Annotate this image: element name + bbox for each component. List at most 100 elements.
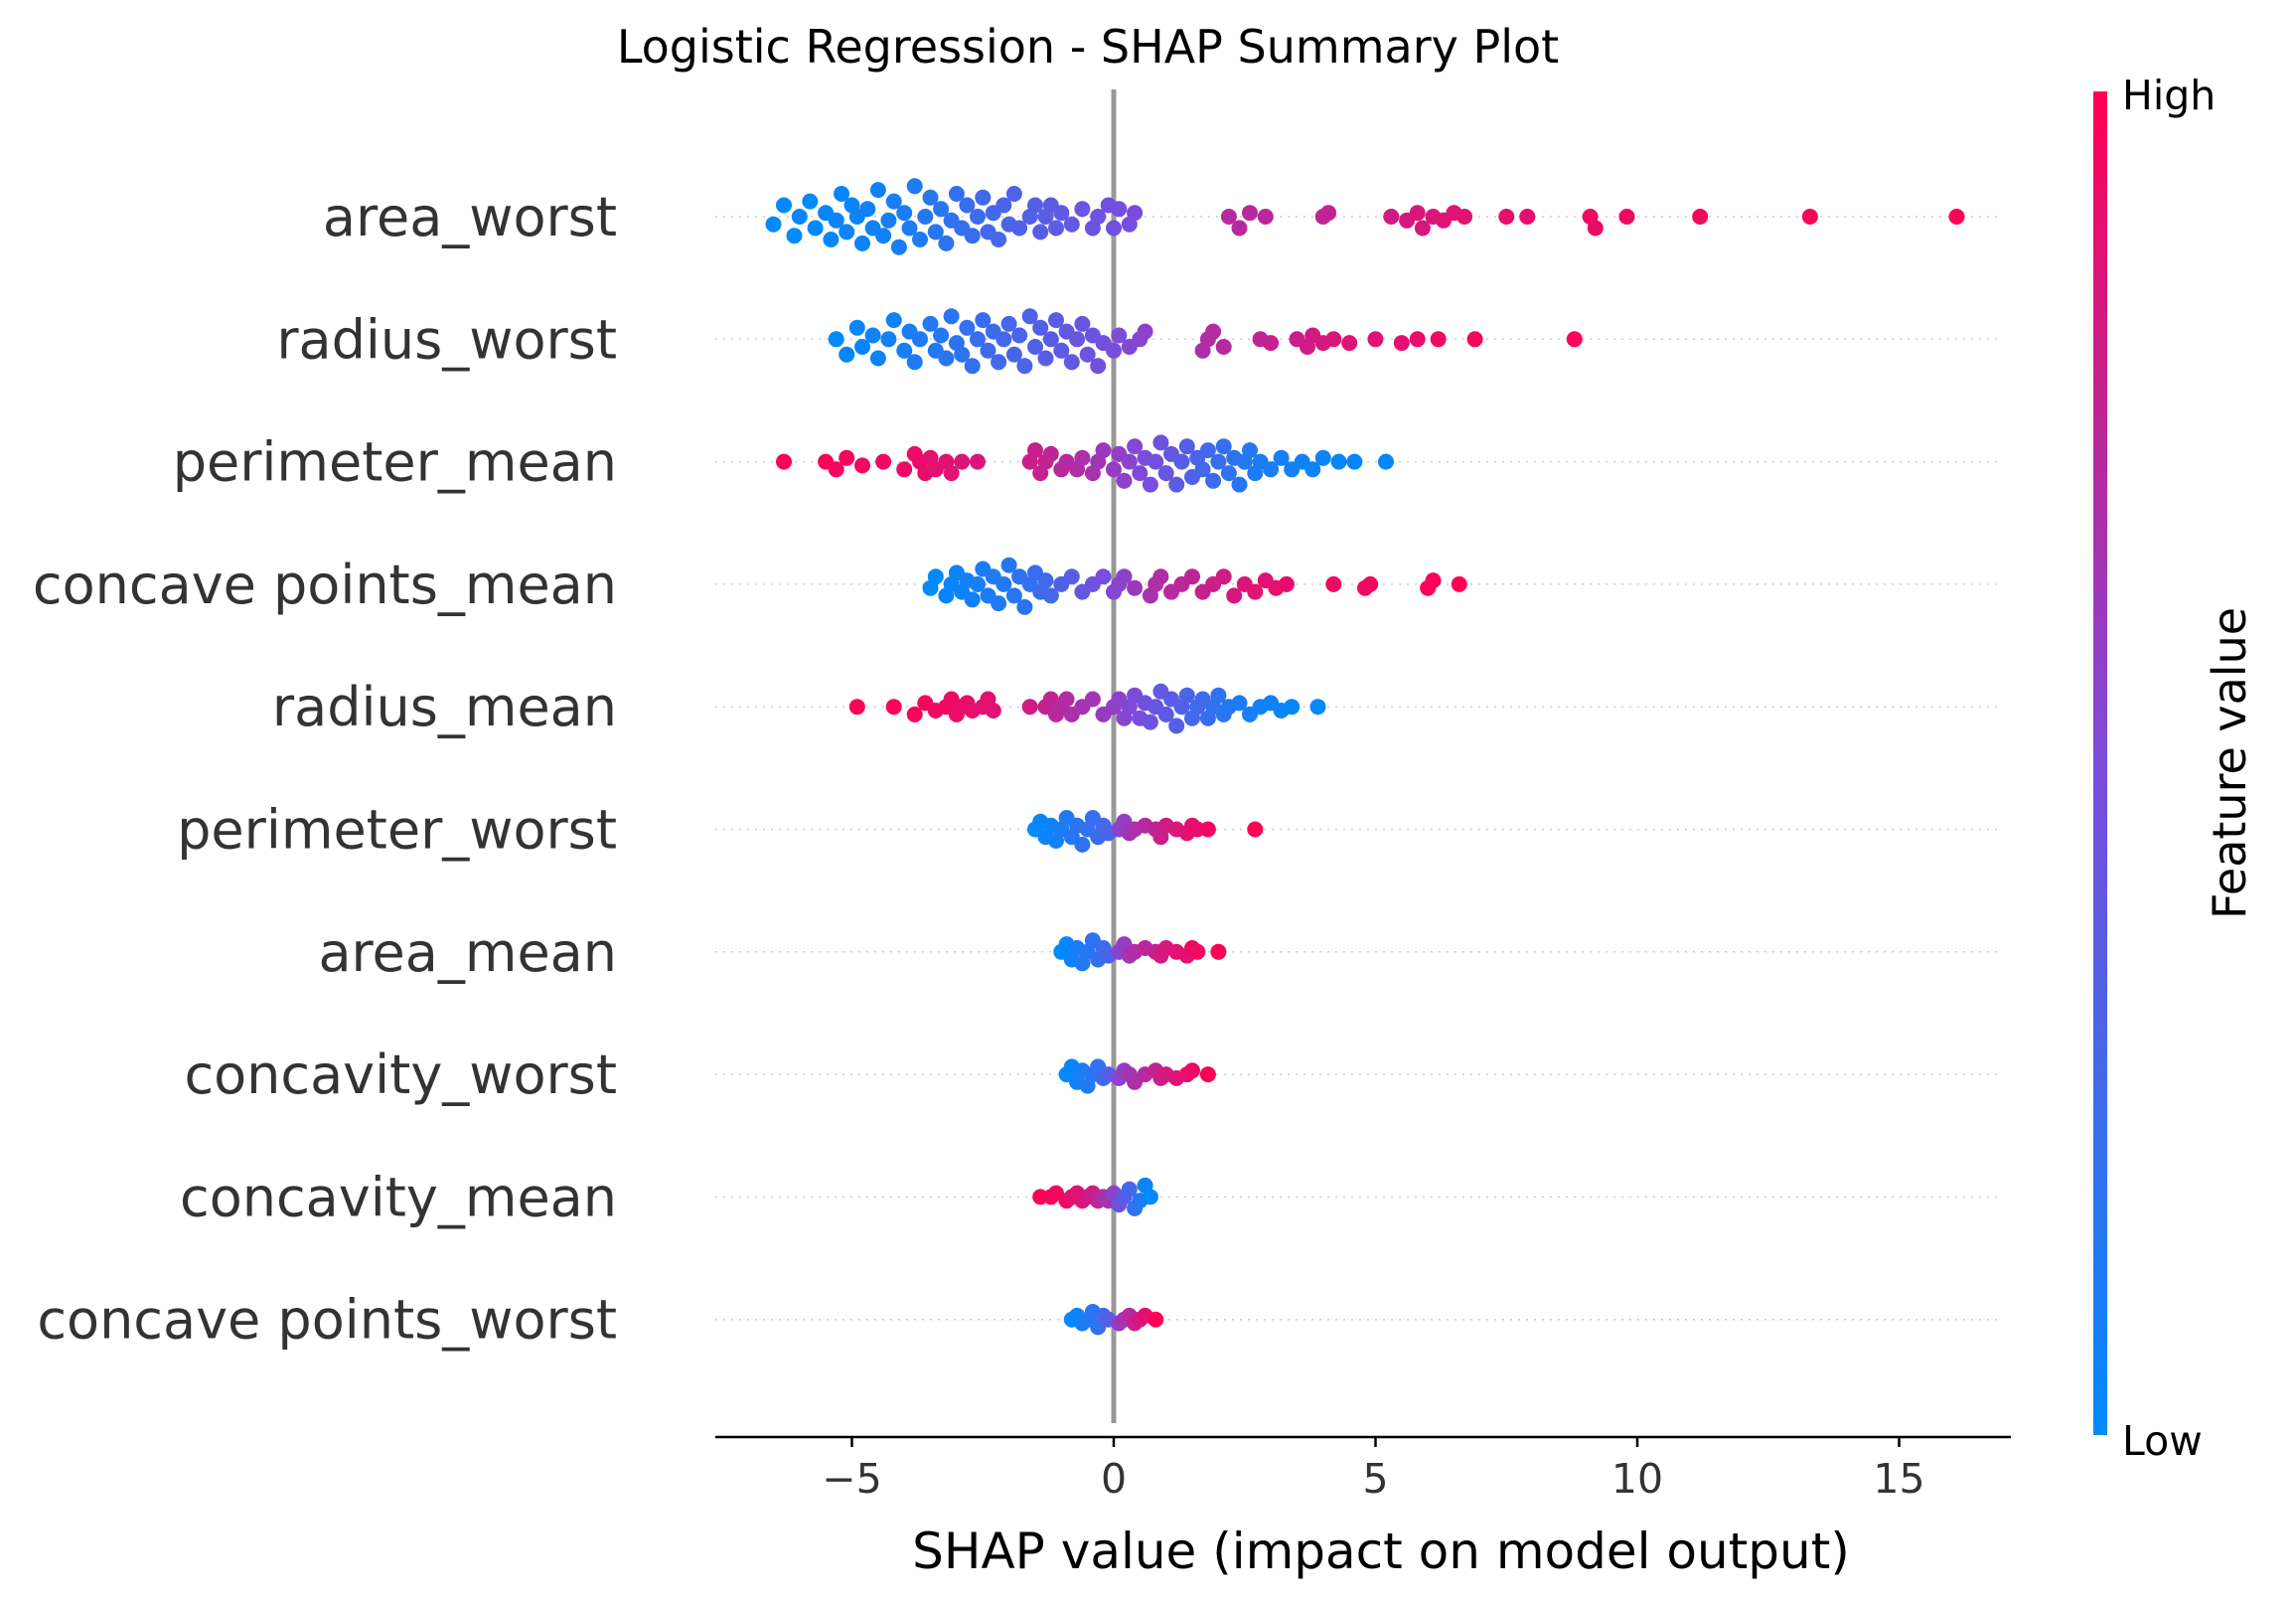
feature-labels: area_worst radius_worst perimeter_meanconc… [33,186,617,1352]
shap-point [869,182,886,199]
shap-point [1121,1181,1138,1198]
feature-label: radius_worst [276,308,617,371]
shap-point [1042,587,1059,604]
shap-point [954,453,971,470]
shap-point [1466,331,1483,348]
shap-point [807,220,824,237]
shap-point [985,703,1001,719]
shap-point [906,706,923,722]
colorbar-high-label: High [2122,72,2216,119]
x-axis-label: SHAP value (impact on model output) [912,1523,1850,1580]
shap-point [938,235,955,251]
shap-point [1027,339,1043,355]
shap-point [1168,476,1185,493]
shap-point [1451,575,1467,592]
shap-point [1011,327,1028,344]
feature-label: concave points_mean [33,554,617,616]
shap-point [1090,358,1107,375]
x-tick-label: 0 [1101,1455,1127,1503]
shap-point [1519,209,1536,225]
shap-point [995,575,1012,592]
shap-point [1074,315,1091,332]
shap-point [1231,220,1248,237]
shap-point [943,308,960,325]
shap-point [1199,821,1216,838]
shap-point [854,339,870,355]
shap-point [1027,442,1043,459]
shap-point [869,350,886,367]
shap-point [1184,1062,1200,1079]
shap-point [1058,691,1075,708]
shap-point [1127,438,1144,455]
shap-point [839,346,855,363]
shap-point [1074,449,1091,466]
feature-label: concavity_worst [184,1043,617,1106]
shap-point [906,178,923,195]
shap-point [848,699,865,716]
shap-point [1178,438,1195,455]
shap-point [938,350,955,367]
shap-point [1341,335,1358,352]
shap-point [896,461,913,478]
shap-point [1801,209,1818,225]
shap-point [1263,461,1280,478]
shap-point [927,568,944,585]
shap-point [980,342,996,359]
shap-point [959,197,976,214]
shap-point [1000,557,1017,573]
shap-point [1148,1311,1164,1328]
feature-label: perimeter_mean [173,431,617,494]
shap-point [1063,216,1080,233]
shap-point [964,591,981,608]
shap-point [896,205,913,222]
shap-point [1069,331,1086,348]
shap-point [912,331,928,348]
shap-point [906,354,923,371]
shap-point [970,453,986,470]
shap-point [880,331,897,348]
shap-point [1263,335,1280,352]
shap-point [1320,205,1337,222]
feature-label: radius_mean [272,676,617,738]
shap-point [1618,209,1635,225]
shap-point [1189,943,1206,960]
shap-point [1205,472,1222,489]
shap-point [828,461,844,478]
shap-point [776,453,792,470]
shap-point [885,193,902,210]
shap-point [1142,1189,1158,1205]
shap-point [885,699,902,716]
shap-point [890,239,907,255]
shap-point [917,209,934,225]
shap-point [1157,465,1174,482]
shap-point [828,212,844,229]
shap-point [1284,699,1301,716]
shap-point [1194,461,1211,478]
shap-point [765,216,782,233]
shap-point [1215,568,1232,585]
shap-point [1157,706,1174,722]
shap-point [922,315,939,332]
shap-point [959,319,976,336]
shap-point [1063,354,1080,371]
shap-point [875,228,892,244]
shap-points [765,178,1965,1336]
shap-point [1210,687,1227,704]
shap-point [943,465,960,482]
shap-point [1148,453,1164,470]
shap-point [1032,319,1049,336]
shap-point [954,346,971,363]
shap-point [1021,308,1038,325]
shap-point [834,186,849,202]
shap-point [1247,583,1264,600]
shap-point [1152,568,1169,585]
shap-point [995,331,1012,348]
feature-label: concavity_mean [180,1166,617,1228]
x-axis-ticks: −5 0 5 10 15 [822,1437,1925,1503]
shap-point [839,224,855,241]
shap-point [1037,350,1054,367]
feature-label: area_mean [318,921,617,984]
shap-point [1042,331,1059,348]
shap-point [1048,312,1064,329]
shap-point [1032,224,1049,241]
